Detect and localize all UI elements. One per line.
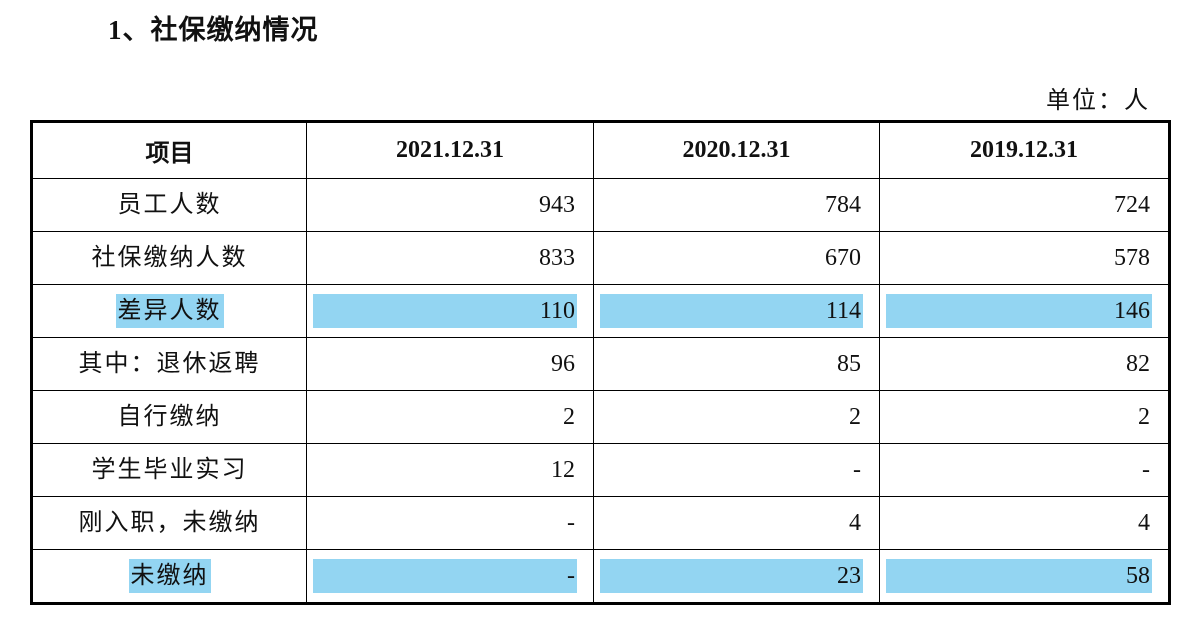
value-cell: 114	[593, 284, 880, 338]
value-cell: 58	[879, 549, 1170, 604]
cell-value: -	[853, 457, 861, 483]
cell-value: 96	[551, 351, 575, 377]
row-label: 刚入职，未缴纳	[78, 510, 261, 536]
value-cell: 578	[879, 231, 1170, 285]
value-cell: -	[306, 496, 594, 550]
row-label: 其中：退休返聘	[78, 351, 261, 377]
column-header: 2019.12.31	[879, 121, 1170, 179]
row-label: 员工人数	[117, 192, 222, 218]
cell-value: -	[313, 559, 577, 593]
row-label-cell: 未缴纳	[31, 549, 307, 604]
column-header: 2020.12.31	[593, 121, 880, 179]
value-cell: 12	[306, 443, 594, 497]
value-cell: 724	[879, 178, 1170, 232]
value-cell: 2	[306, 390, 594, 444]
cell-value: 12	[551, 457, 575, 483]
cell-value: 110	[313, 294, 577, 328]
cell-value: 2	[1138, 404, 1150, 430]
row-label: 学生毕业实习	[91, 457, 248, 483]
value-cell: 2	[879, 390, 1170, 444]
table-body: 员工人数 943 784 724 社保缴纳人数 833 670 578 差异人数 110 114 14…	[31, 178, 1170, 604]
cell-value: 85	[837, 351, 861, 377]
table-row: 学生毕业实习 12 - -	[31, 443, 1170, 497]
cell-value: 784	[825, 192, 861, 218]
value-cell: 4	[593, 496, 880, 550]
cell-value: 670	[825, 245, 861, 271]
cell-value: 578	[1114, 245, 1150, 271]
table-row: 其中：退休返聘 96 85 82	[31, 337, 1170, 391]
cell-value: 146	[886, 294, 1152, 328]
table-row: 自行缴纳 2 2 2	[31, 390, 1170, 444]
row-label-cell: 刚入职，未缴纳	[31, 496, 307, 550]
table-row: 员工人数 943 784 724	[31, 178, 1170, 232]
value-cell: 110	[306, 284, 594, 338]
row-label: 社保缴纳人数	[91, 245, 248, 271]
value-cell: 943	[306, 178, 594, 232]
value-cell: 833	[306, 231, 594, 285]
row-label-cell: 自行缴纳	[31, 390, 307, 444]
unit-label: 单位：人	[1046, 88, 1150, 114]
value-cell: 784	[593, 178, 880, 232]
cell-value: 114	[600, 294, 863, 328]
data-table: 项目 2021.12.31 2020.12.31 2019.12.31 员工人数 943…	[30, 120, 1171, 605]
value-cell: 23	[593, 549, 880, 604]
cell-value: 833	[539, 245, 575, 271]
table-row: 差异人数 110 114 146	[31, 284, 1170, 338]
row-label-cell: 员工人数	[31, 178, 307, 232]
column-header: 项目	[31, 121, 307, 179]
section-title: 1、社保缴纳情况	[108, 15, 319, 45]
value-cell: -	[593, 443, 880, 497]
cell-value: -	[1142, 457, 1150, 483]
row-label-cell: 其中：退休返聘	[31, 337, 307, 391]
row-label: 未缴纳	[128, 559, 211, 593]
value-cell: 82	[879, 337, 1170, 391]
cell-value: 82	[1126, 351, 1150, 377]
value-cell: -	[879, 443, 1170, 497]
cell-value: -	[567, 510, 575, 536]
row-label-cell: 差异人数	[31, 284, 307, 338]
cell-value: 4	[1138, 510, 1150, 536]
header-row: 项目 2021.12.31 2020.12.31 2019.12.31	[31, 121, 1170, 179]
cell-value: 724	[1114, 192, 1150, 218]
cell-value: 943	[539, 192, 575, 218]
column-header: 2021.12.31	[306, 121, 594, 179]
row-label-cell: 社保缴纳人数	[31, 231, 307, 285]
value-cell: 85	[593, 337, 880, 391]
table-row: 未缴纳 -23 58	[31, 549, 1170, 604]
value-cell: 146	[879, 284, 1170, 338]
cell-value: 4	[849, 510, 861, 536]
table-row: 刚入职，未缴纳 - 4 4	[31, 496, 1170, 550]
table-row: 社保缴纳人数 833 670 578	[31, 231, 1170, 285]
value-cell: 96	[306, 337, 594, 391]
value-cell: 4	[879, 496, 1170, 550]
row-label-cell: 学生毕业实习	[31, 443, 307, 497]
value-cell: -	[306, 549, 594, 604]
cell-value: 58	[886, 559, 1152, 593]
value-cell: 2	[593, 390, 880, 444]
value-cell: 670	[593, 231, 880, 285]
cell-value: 23	[600, 559, 863, 593]
cell-value: 2	[563, 404, 575, 430]
row-label: 差异人数	[115, 294, 224, 328]
cell-value: 2	[849, 404, 861, 430]
row-label: 自行缴纳	[117, 404, 222, 430]
